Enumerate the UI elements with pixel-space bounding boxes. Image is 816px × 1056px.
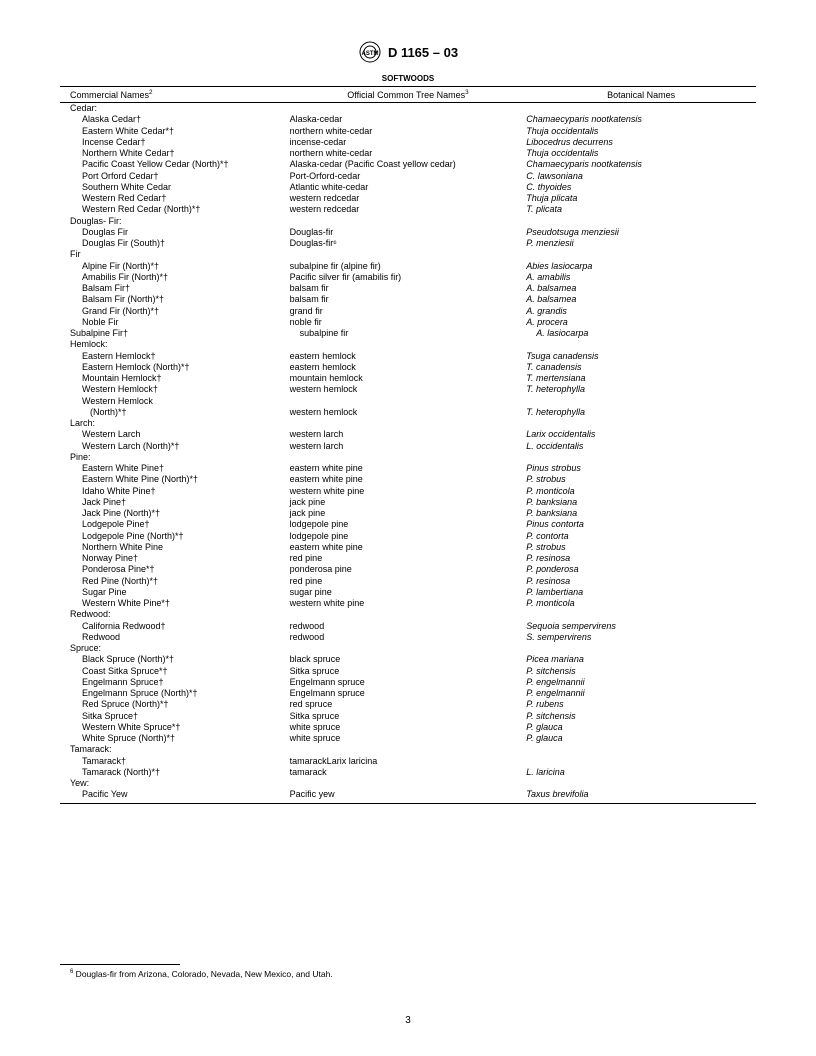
col-botanical: Botanical Names: [526, 87, 756, 103]
table-group: Larch:: [60, 418, 756, 429]
table-row: Tamarack†tamarackLarix laricina: [60, 756, 756, 767]
table-row: Red Pine (North)*†red pineP. resinosa: [60, 576, 756, 587]
table-row: Tamarack (North)*†tamarackL. laricina: [60, 767, 756, 778]
table-row: RedwoodredwoodS. sempervirens: [60, 632, 756, 643]
table-row: Eastern White Pine†eastern white pinePin…: [60, 463, 756, 474]
table-row: Northern White Cedar†northern white-ceda…: [60, 148, 756, 159]
table-row: Western Larchwestern larchLarix occident…: [60, 429, 756, 440]
page-number: 3: [0, 1015, 816, 1026]
table-row: Coast Sitka Spruce*†Sitka spruceP. sitch…: [60, 666, 756, 677]
table-row: Douglas FirDouglas-firPseudotsuga menzie…: [60, 227, 756, 238]
table-row: Black Spruce (North)*†black sprucePicea …: [60, 654, 756, 665]
document-header: ASTM D 1165 – 03: [60, 40, 756, 66]
table-row: Western White Pine*†western white pineP.…: [60, 598, 756, 609]
table-row: Noble Firnoble firA. procera: [60, 317, 756, 328]
table-row: Eastern Hemlock†eastern hemlockTsuga can…: [60, 351, 756, 362]
table-row: Eastern White Cedar*†northern white-ceda…: [60, 126, 756, 137]
table-row: California Redwood†redwoodSequoia semper…: [60, 621, 756, 632]
table-row: Sitka Spruce†Sitka spruceP. sitchensis: [60, 711, 756, 722]
table-row: Engelmann Spruce†Engelmann spruceP. enge…: [60, 677, 756, 688]
footnote-rule: [60, 964, 180, 965]
standard-number: D 1165 – 03: [388, 45, 458, 60]
table-row: Incense Cedar†incense-cedarLibocedrus de…: [60, 137, 756, 148]
table-row: Idaho White Pine†western white pineP. mo…: [60, 486, 756, 497]
table-group: Tamarack:: [60, 744, 756, 755]
col-commercial: Commercial Names2: [60, 87, 290, 103]
table-row: Grand Fir (North)*†grand firA. grandis: [60, 306, 756, 317]
astm-logo: ASTM: [358, 40, 382, 64]
table-row: Western Larch (North)*†western larchL. o…: [60, 441, 756, 452]
col-common: Official Common Tree Names3: [290, 87, 527, 103]
table-row: (North)*†western hemlockT. heterophylla: [60, 407, 756, 418]
table-row: Amabilis Fir (North)*†Pacific silver fir…: [60, 272, 756, 283]
table-group: Yew:: [60, 778, 756, 789]
table-row: Norway Pine†red pineP. resinosa: [60, 553, 756, 564]
table-group: Redwood:: [60, 609, 756, 620]
table-title: SOFTWOODS: [60, 74, 756, 83]
table-row: Western Hemlock†western hemlockT. hetero…: [60, 384, 756, 395]
table-bottom-rule: [60, 803, 756, 804]
table-row: Balsam Fir (North)*†balsam firA. balsame…: [60, 294, 756, 305]
table-row: Western Red Cedar (North)*†western redce…: [60, 204, 756, 215]
table-group: Spruce:: [60, 643, 756, 654]
table-row: Eastern Hemlock (North)*†eastern hemlock…: [60, 362, 756, 373]
table-row: Western Red Cedar†western redcedarThuja …: [60, 193, 756, 204]
table-row: Lodgepole Pine (North)*†lodgepole pineP.…: [60, 531, 756, 542]
table-row: Western White Spruce*†white spruceP. gla…: [60, 722, 756, 733]
table-row: White Spruce (North)*†white spruceP. gla…: [60, 733, 756, 744]
table-row: Northern White Pineeastern white pineP. …: [60, 542, 756, 553]
table-row: Southern White CedarAtlantic white-cedar…: [60, 182, 756, 193]
table-row: Jack Pine†jack pineP. banksiana: [60, 497, 756, 508]
table-group: Douglas- Fir:: [60, 216, 756, 227]
table-group: Fir: [60, 249, 756, 260]
table-row: Douglas Fir (South)†Douglas-fir⁶P. menzi…: [60, 238, 756, 249]
table-group: Cedar:: [60, 103, 756, 115]
table-row: Eastern White Pine (North)*†eastern whit…: [60, 474, 756, 485]
table-row: Engelmann Spruce (North)*†Engelmann spru…: [60, 688, 756, 699]
table-row: Pacific YewPacific yewTaxus brevifolia: [60, 789, 756, 800]
table-group: Hemlock:: [60, 339, 756, 350]
table-row: Sugar Pinesugar pineP. lambertiana: [60, 587, 756, 598]
table-row: Ponderosa Pine*†ponderosa pineP. pondero…: [60, 564, 756, 575]
table-row: Lodgepole Pine†lodgepole pinePinus conto…: [60, 519, 756, 530]
table-row: Balsam Fir†balsam firA. balsamea: [60, 283, 756, 294]
table-group: Pine:: [60, 452, 756, 463]
table-header-row: Commercial Names2 Official Common Tree N…: [60, 87, 756, 103]
table-row: Western Hemlock: [60, 396, 756, 407]
table-row: Red Spruce (North)*†red spruceP. rubens: [60, 699, 756, 710]
table-row: Alaska Cedar†Alaska-cedarChamaecyparis n…: [60, 114, 756, 125]
footnote: 6 Douglas-fir from Arizona, Colorado, Ne…: [60, 969, 756, 979]
softwoods-table: Commercial Names2 Official Common Tree N…: [60, 86, 756, 801]
table-row: Alpine Fir (North)*†subalpine fir (alpin…: [60, 261, 756, 272]
table-row: Pacific Coast Yellow Cedar (North)*†Alas…: [60, 159, 756, 170]
table-row: Jack Pine (North)*†jack pineP. banksiana: [60, 508, 756, 519]
table-row: Mountain Hemlock†mountain hemlockT. mert…: [60, 373, 756, 384]
table-group: Subalpine Fir†subalpine firA. lasiocarpa: [60, 328, 756, 339]
svg-text:ASTM: ASTM: [361, 51, 378, 57]
table-row: Port Orford Cedar†Port-Orford-cedarC. la…: [60, 171, 756, 182]
